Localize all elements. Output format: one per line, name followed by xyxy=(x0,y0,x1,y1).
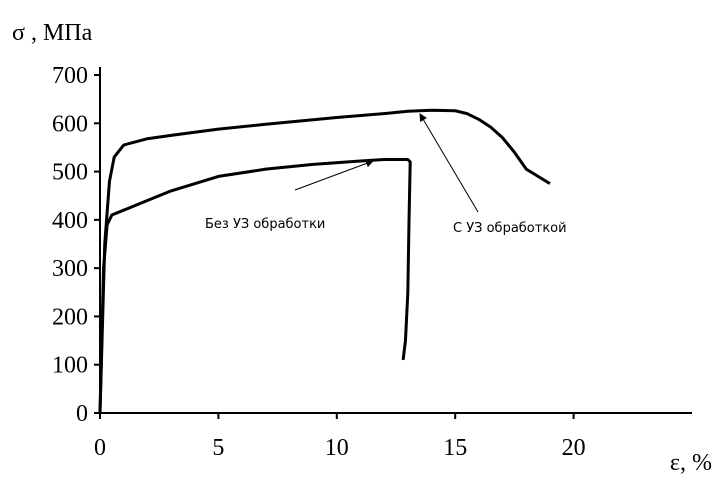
x-tick-label: 20 xyxy=(562,435,586,461)
x-axis-label: ε, % xyxy=(670,450,712,476)
x-tick-label: 15 xyxy=(443,435,467,461)
arrow xyxy=(294,159,374,191)
y-tick-label: 700 xyxy=(52,63,88,89)
y-tick-label: 0 xyxy=(76,401,88,427)
x-tick-label: 10 xyxy=(325,435,349,461)
annotation: С УЗ обработкой xyxy=(453,221,567,236)
y-axis-label: σ , МПа xyxy=(12,20,93,46)
y-tick-label: 200 xyxy=(52,304,88,330)
y-tick-label: 400 xyxy=(52,208,88,234)
y-tick-label: 300 xyxy=(52,256,88,282)
annotation: Без УЗ обработки xyxy=(205,217,325,232)
y-tick-label: 600 xyxy=(52,111,88,137)
y-tick-label: 100 xyxy=(52,353,88,379)
curve xyxy=(98,108,551,414)
y-tick-label: 500 xyxy=(52,160,88,186)
curve xyxy=(98,158,412,414)
arrow xyxy=(419,113,479,213)
x-tick-label: 5 xyxy=(212,435,224,461)
x-tick-label: 0 xyxy=(94,435,106,461)
